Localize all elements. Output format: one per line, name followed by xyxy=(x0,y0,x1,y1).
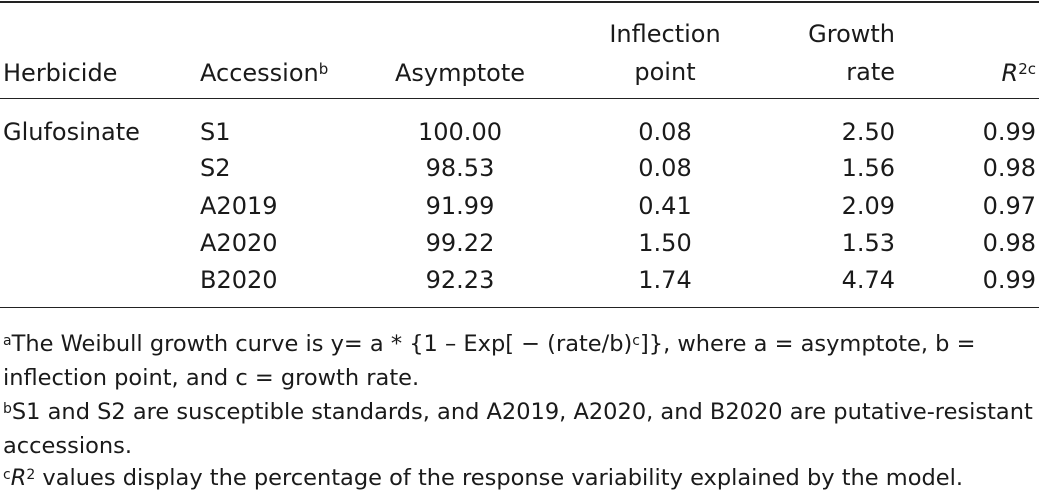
inflection-cell: 0.08 xyxy=(638,154,692,182)
footnote-c-r: R xyxy=(10,465,27,491)
growth-cell: 4.74 xyxy=(841,266,895,294)
r2-cell: 0.99 xyxy=(982,118,1036,146)
header-accession-text: Accession xyxy=(200,59,319,87)
footnote-a-sup: c xyxy=(632,333,640,349)
header-growth-line1: Growth xyxy=(808,20,895,48)
asymptote-cell: 99.22 xyxy=(425,229,495,257)
header-r2-sup: 2c xyxy=(1018,60,1036,78)
asymptote-cell: 91.99 xyxy=(425,192,495,220)
footnote-c-text: values display the percentage of the res… xyxy=(35,465,964,491)
footnote-b: bS1 and S2 are susceptible standards, an… xyxy=(3,395,1037,463)
header-growth-line2: rate xyxy=(846,58,895,86)
r2-cell: 0.97 xyxy=(982,192,1036,220)
accession-cell: B2020 xyxy=(200,266,278,294)
header-rule xyxy=(0,98,1039,99)
footnote-b-text: S1 and S2 are susceptible standards, and… xyxy=(3,399,1033,459)
asymptote-cell: 92.23 xyxy=(425,266,495,294)
header-r2: R2c xyxy=(1002,55,1036,91)
header-inflection-line2: point xyxy=(634,58,696,86)
footnote-c-sup: 2 xyxy=(26,467,36,483)
footnote-a-mark: a xyxy=(3,333,12,349)
header-growth: Growth rate xyxy=(808,15,895,91)
inflection-cell: 0.41 xyxy=(638,192,692,220)
header-accession-sup: b xyxy=(318,60,329,78)
r2-cell: 0.99 xyxy=(982,266,1036,294)
inflection-cell: 1.74 xyxy=(638,266,692,294)
growth-cell: 1.56 xyxy=(841,154,895,182)
footnote-a-text2: ]}, where a = asymptote, b = inflection … xyxy=(3,331,976,391)
footnote-c: cR2 values display the percentage of the… xyxy=(3,461,1037,495)
footnote-b-mark: b xyxy=(3,401,12,417)
growth-cell: 1.53 xyxy=(841,229,895,257)
r2-cell: 0.98 xyxy=(982,229,1036,257)
accession-cell: S1 xyxy=(200,118,231,146)
footnote-a: aThe Weibull growth curve is y= a * {1 –… xyxy=(3,327,1037,395)
header-asymptote: Asymptote xyxy=(394,59,525,87)
header-inflection: Inflection point xyxy=(595,15,735,91)
footnote-c-mark: c xyxy=(3,467,11,483)
r2-cell: 0.98 xyxy=(982,154,1036,182)
accession-cell: A2019 xyxy=(200,192,278,220)
bottom-rule xyxy=(0,307,1039,308)
header-r2-text: R xyxy=(1001,59,1019,87)
inflection-cell: 0.08 xyxy=(638,118,692,146)
header-inflection-line1: Inflection xyxy=(609,20,721,48)
growth-cell: 2.50 xyxy=(841,118,895,146)
inflection-cell: 1.50 xyxy=(638,229,692,257)
herbicide-cell: Glufosinate xyxy=(3,118,140,146)
accession-cell: A2020 xyxy=(200,229,278,257)
header-herbicide: Herbicide xyxy=(3,59,118,87)
asymptote-cell: 98.53 xyxy=(425,154,495,182)
accession-cell: S2 xyxy=(200,154,231,182)
growth-cell: 2.09 xyxy=(841,192,895,220)
footnote-a-text1: The Weibull growth curve is y= a * {1 – … xyxy=(11,331,633,357)
asymptote-cell: 100.00 xyxy=(418,118,502,146)
header-accession: Accessionb xyxy=(200,55,328,91)
top-rule xyxy=(0,1,1039,3)
